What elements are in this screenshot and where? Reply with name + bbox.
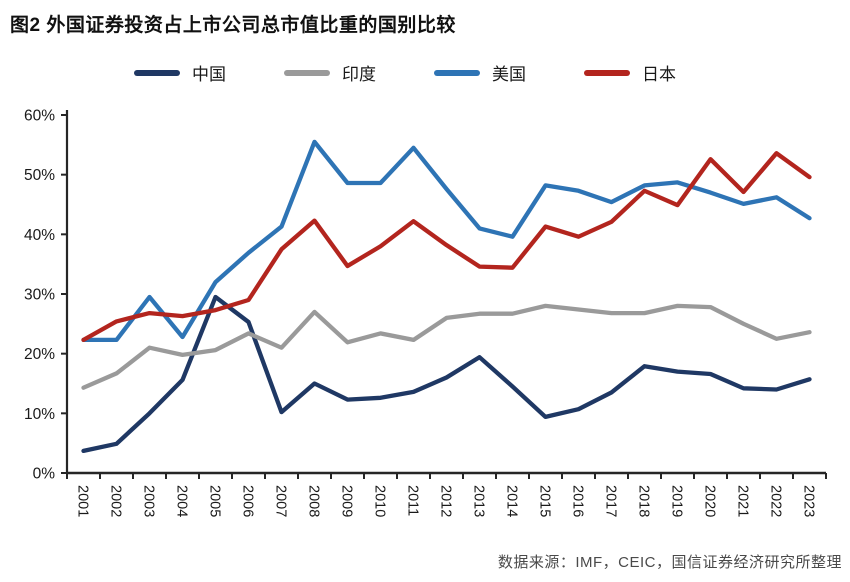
x-axis-label: 2017 — [603, 485, 619, 517]
chart-title: 图2 外国证券投资占上市公司总市值比重的国别比较 — [10, 15, 456, 36]
x-axis-label: 2006 — [240, 485, 256, 517]
x-axis-label: 2019 — [669, 485, 685, 517]
x-axis-label: 2018 — [636, 485, 652, 517]
y-axis-label: 10% — [24, 406, 55, 423]
y-axis-label: 60% — [24, 108, 55, 125]
x-axis-label: 2008 — [306, 485, 322, 517]
x-axis-label: 2002 — [108, 485, 124, 517]
legend-swatch-美国 — [434, 69, 480, 76]
y-axis-label: 20% — [24, 346, 55, 363]
series-line-美国 — [81, 139, 812, 343]
chart-legend: 中国 印度 美国 日本 — [0, 60, 810, 85]
x-axis-label: 2023 — [801, 485, 817, 517]
series-line-中国 — [81, 294, 812, 454]
legend-label-印度: 印度 — [342, 65, 376, 84]
y-axis-label: 30% — [24, 287, 55, 304]
x-axis-label: 2007 — [273, 485, 289, 517]
legend-item-美国: 美国 — [434, 60, 526, 85]
source-note: 数据来源：IMF，CEIC，国信证券经济研究所整理 — [497, 554, 842, 571]
x-axis-label: 2003 — [141, 485, 157, 517]
legend-item-中国: 中国 — [134, 60, 226, 85]
legend-label-中国: 中国 — [192, 65, 226, 84]
x-axis-label: 2020 — [702, 485, 718, 517]
legend-item-印度: 印度 — [284, 60, 376, 85]
x-axis-label: 2016 — [570, 485, 586, 517]
x-axis-label: 2011 — [405, 485, 421, 516]
legend-label-美国: 美国 — [492, 65, 526, 84]
x-axis-label: 2021 — [735, 485, 751, 517]
series-line-日本 — [81, 151, 812, 343]
y-axis-label: 50% — [24, 167, 55, 184]
x-axis-label: 2009 — [339, 485, 355, 517]
x-axis-label: 2010 — [372, 485, 388, 517]
legend-swatch-中国 — [134, 69, 180, 76]
legend-swatch-日本 — [584, 69, 630, 76]
legend-swatch-印度 — [284, 69, 330, 76]
x-axis-label: 2005 — [207, 485, 223, 517]
x-axis-label: 2014 — [504, 485, 520, 517]
legend-label-日本: 日本 — [642, 65, 676, 84]
y-axis-label: 40% — [24, 227, 55, 244]
x-axis-label: 2015 — [537, 485, 553, 517]
legend-item-日本: 日本 — [584, 60, 676, 85]
x-axis-label: 2013 — [471, 485, 487, 517]
series-line-印度 — [81, 303, 812, 390]
line-chart: 0% 10% 20% 30% 40% 50% 60% 2001 2002 2003 2004 2005… — [24, 108, 827, 517]
x-axis-label: 2012 — [438, 485, 454, 517]
x-axis-label: 2004 — [174, 485, 190, 517]
x-axis-label: 2022 — [768, 485, 784, 517]
y-axis-label: 0% — [33, 466, 56, 483]
x-axis-label: 2001 — [75, 485, 91, 517]
